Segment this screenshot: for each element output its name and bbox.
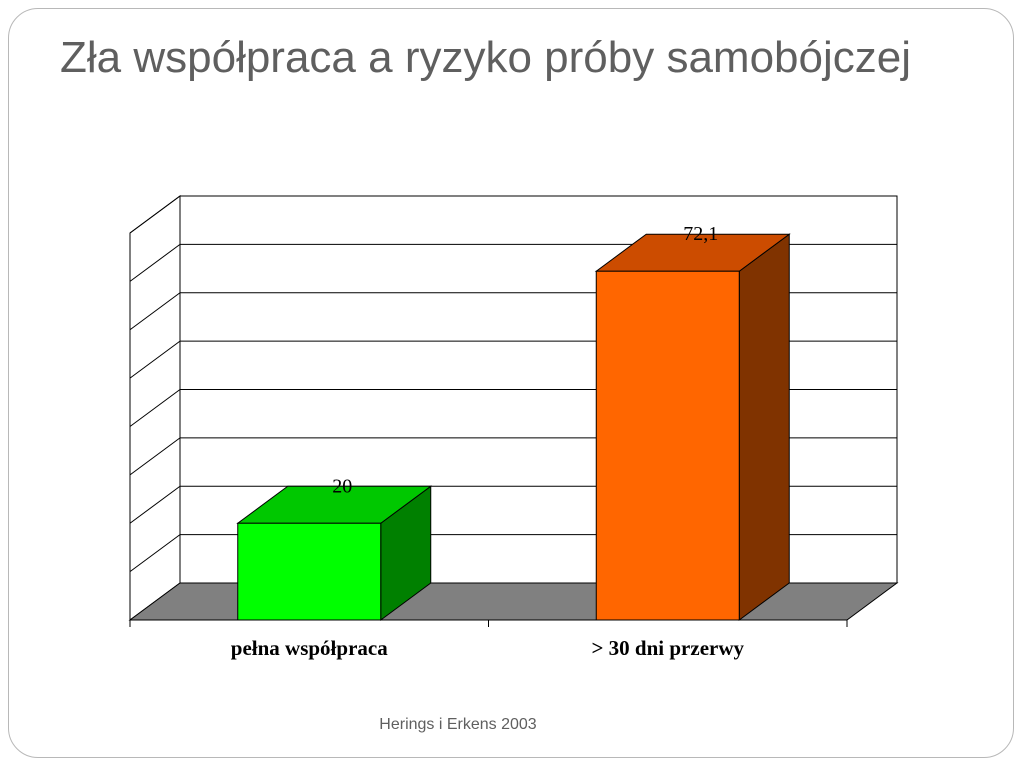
gridline-side: [129, 389, 181, 427]
source-note: Herings i Erkens 2003: [379, 716, 537, 733]
gridline-side: [129, 292, 181, 331]
slide-title: Zła współpraca a ryzyko próby samobójcze…: [60, 33, 912, 82]
bar: [595, 270, 740, 621]
chart-labels: 20 pełna współpraca 72,1 > 30 dni przerwy: [231, 223, 745, 660]
gridline-side: [129, 243, 181, 282]
x-tick-label: > 30 dni przerwy: [591, 636, 744, 660]
gridline-side: [129, 485, 181, 524]
gridline-side: [129, 437, 181, 476]
data-label: 20: [332, 475, 352, 497]
gridline-side: [129, 195, 181, 234]
x-tick-label: pełna współpraca: [231, 636, 388, 660]
data-label: 72,1: [683, 223, 718, 245]
gridline-side: [129, 534, 181, 573]
chart-bars: [236, 233, 791, 621]
gridline-side: [129, 340, 181, 379]
bar-side: [738, 233, 790, 621]
bar: [237, 522, 382, 621]
